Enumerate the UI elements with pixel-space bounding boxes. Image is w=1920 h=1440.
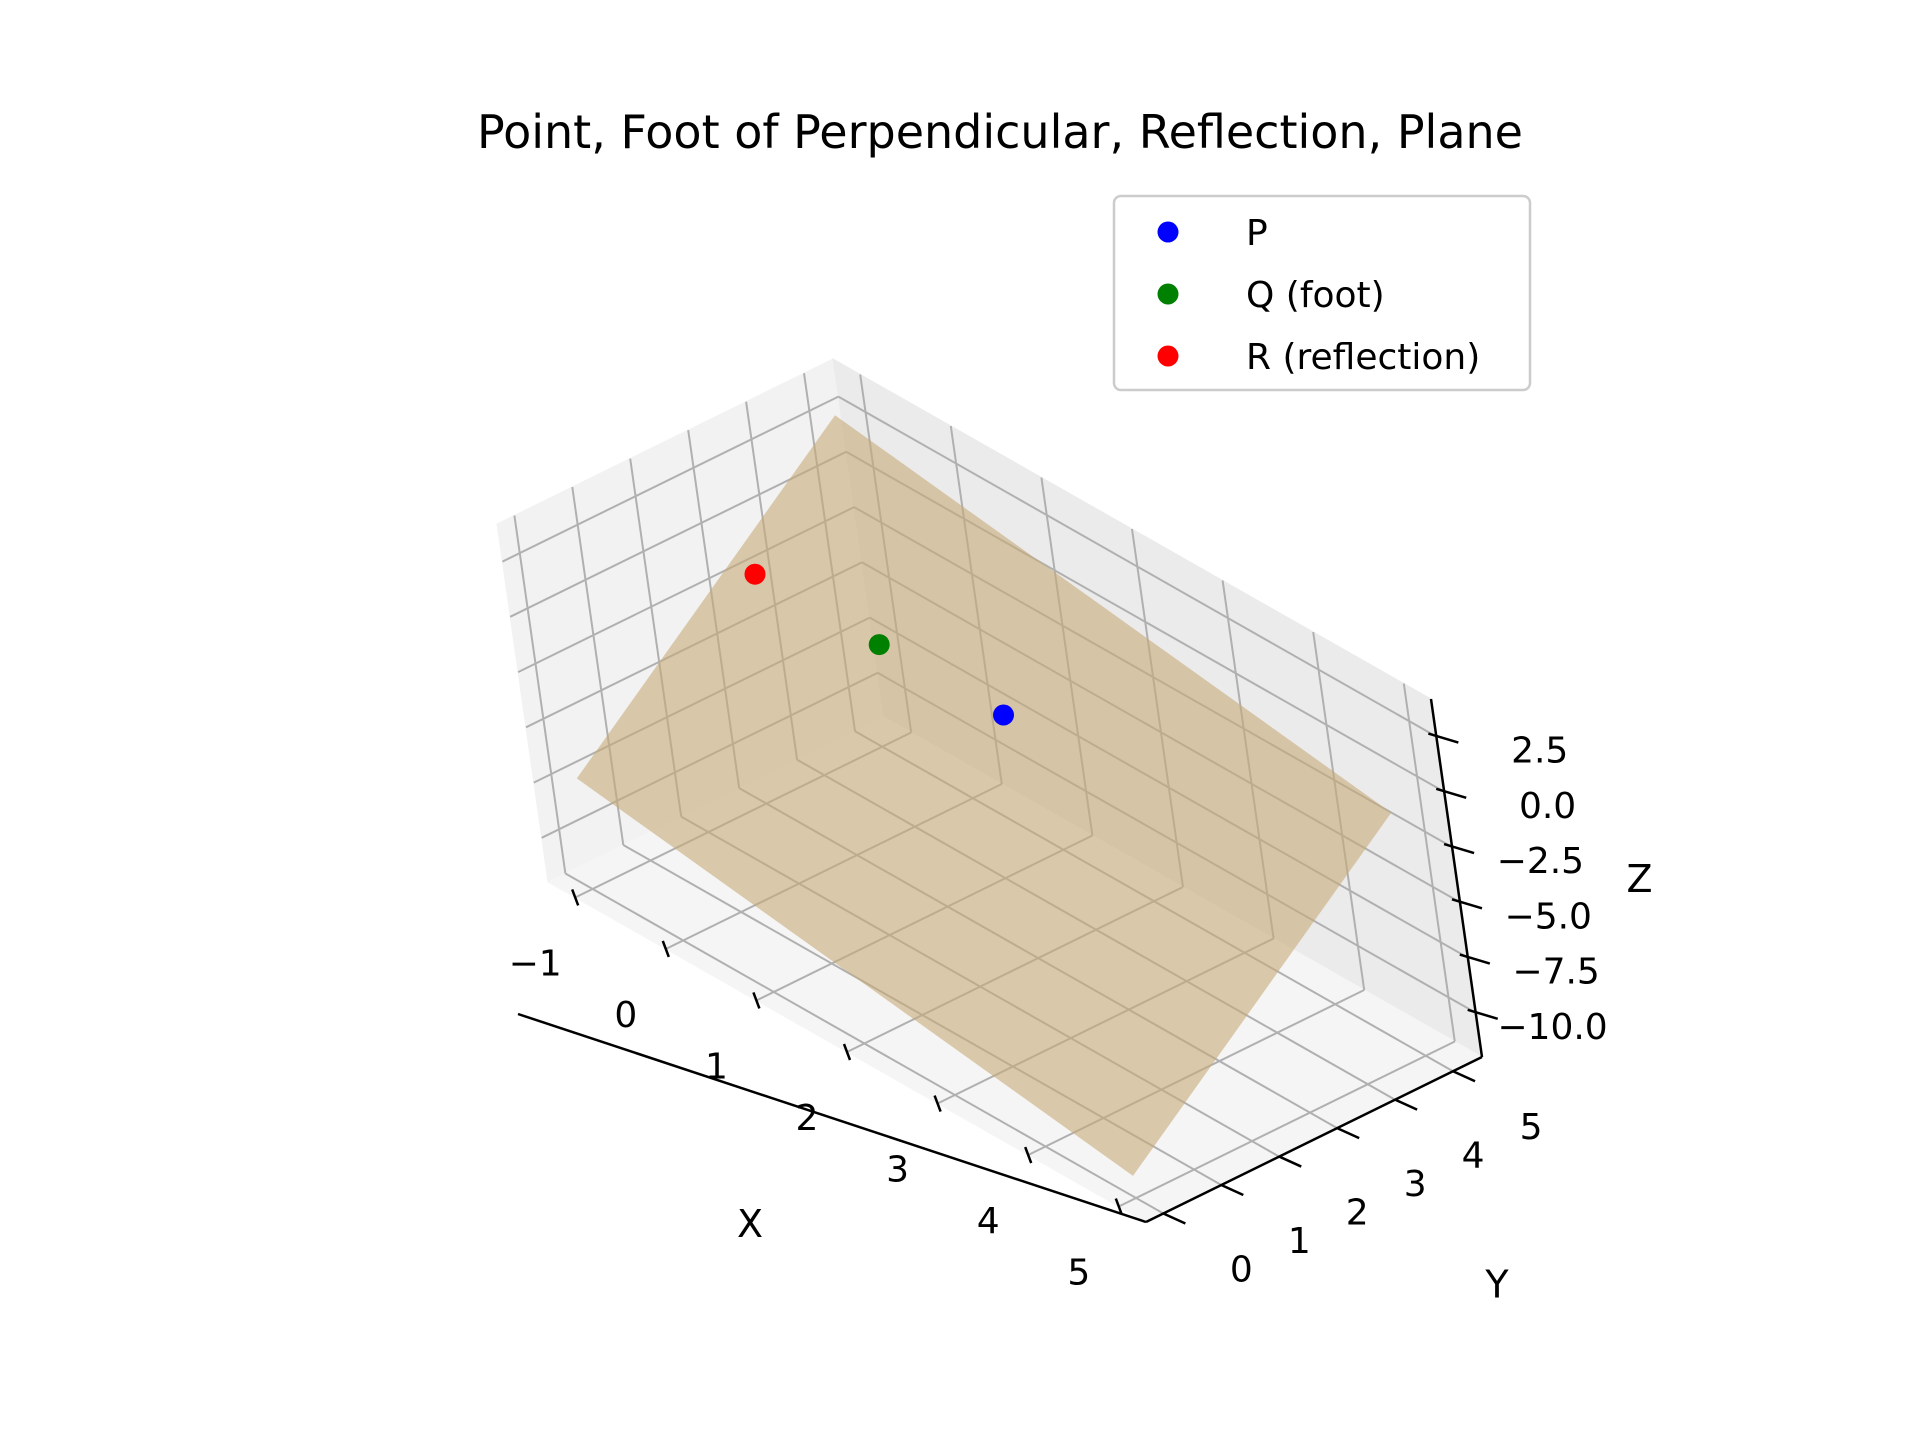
y-axis-label: Y xyxy=(1484,1263,1509,1307)
y-tick-label: 0 xyxy=(1230,1249,1253,1290)
data-points xyxy=(744,563,1014,726)
y-tick xyxy=(1220,1183,1244,1197)
x-tick-label: 5 xyxy=(1067,1253,1090,1294)
x-tick xyxy=(933,1095,942,1112)
legend-marker xyxy=(1157,345,1179,367)
x-tick xyxy=(752,992,761,1009)
legend-entry: P xyxy=(1246,213,1268,254)
y-axis-line xyxy=(1145,1055,1483,1224)
legend-marker xyxy=(1157,221,1179,243)
grid-line xyxy=(837,395,1437,738)
z-tick-label: −7.5 xyxy=(1512,952,1599,993)
y-tick-label: 3 xyxy=(1404,1164,1427,1205)
x-tick xyxy=(571,889,580,906)
x-tick xyxy=(842,1043,852,1061)
z-tick xyxy=(1451,898,1483,910)
z-tick xyxy=(1435,787,1467,800)
x-tick xyxy=(661,940,670,958)
grid-line xyxy=(501,395,839,563)
y-tick-label: 2 xyxy=(1346,1193,1369,1234)
z-tick xyxy=(1443,842,1475,855)
z-tick-label: 2.5 xyxy=(1511,731,1568,772)
x-tick xyxy=(1114,1198,1123,1215)
legend-box xyxy=(1112,194,1532,392)
z-axis-label: Z xyxy=(1626,857,1652,901)
y-tick xyxy=(1162,1212,1186,1225)
x-tick-label: 3 xyxy=(886,1150,909,1191)
z-tick xyxy=(1427,732,1459,744)
x-tick-label: 4 xyxy=(977,1201,1000,1242)
plane-surface xyxy=(576,415,1392,1176)
point-p xyxy=(993,704,1014,726)
chart-title: Point, Foot of Perpendicular, Reflection… xyxy=(477,105,1523,159)
point-r xyxy=(744,563,766,585)
z-tick-label: −10.0 xyxy=(1497,1007,1607,1048)
y-tick-label: 1 xyxy=(1288,1221,1311,1262)
z-tick-label: 0.0 xyxy=(1519,786,1576,827)
y-tick xyxy=(1452,1070,1476,1083)
z-tick xyxy=(1459,953,1491,965)
x-axis-line xyxy=(517,1012,1147,1224)
z-tick xyxy=(1467,1008,1499,1020)
point-q xyxy=(868,634,890,656)
grid-line xyxy=(564,872,1164,1215)
y-tick xyxy=(1394,1098,1418,1111)
x-axis-label: X xyxy=(737,1202,763,1246)
y-tick xyxy=(1336,1126,1360,1140)
z-tick-label: −5.0 xyxy=(1505,896,1592,937)
y-tick-label: 5 xyxy=(1520,1107,1543,1148)
grid-line xyxy=(1118,1040,1456,1208)
legend: P Q (foot) R (reflection) xyxy=(1112,194,1532,392)
z-axis-line xyxy=(1429,698,1484,1058)
axis-lines xyxy=(517,698,1484,1224)
grid-line xyxy=(513,515,567,874)
x-tick-label: −1 xyxy=(509,943,562,984)
z-tick-label: −2.5 xyxy=(1497,841,1584,882)
x-tick-label: 1 xyxy=(705,1046,728,1087)
plane-layer xyxy=(576,415,1392,1176)
x-tick xyxy=(1024,1146,1033,1164)
legend-entry: Q (foot) xyxy=(1246,275,1385,316)
x-tick-label: 0 xyxy=(614,995,637,1036)
x-tick-label: 2 xyxy=(796,1098,819,1139)
grid-line xyxy=(1402,683,1456,1042)
legend-entry: R (reflection) xyxy=(1246,337,1480,378)
legend-marker xyxy=(1157,283,1179,305)
y-tick-label: 4 xyxy=(1462,1136,1485,1177)
y-tick xyxy=(1278,1155,1302,1168)
